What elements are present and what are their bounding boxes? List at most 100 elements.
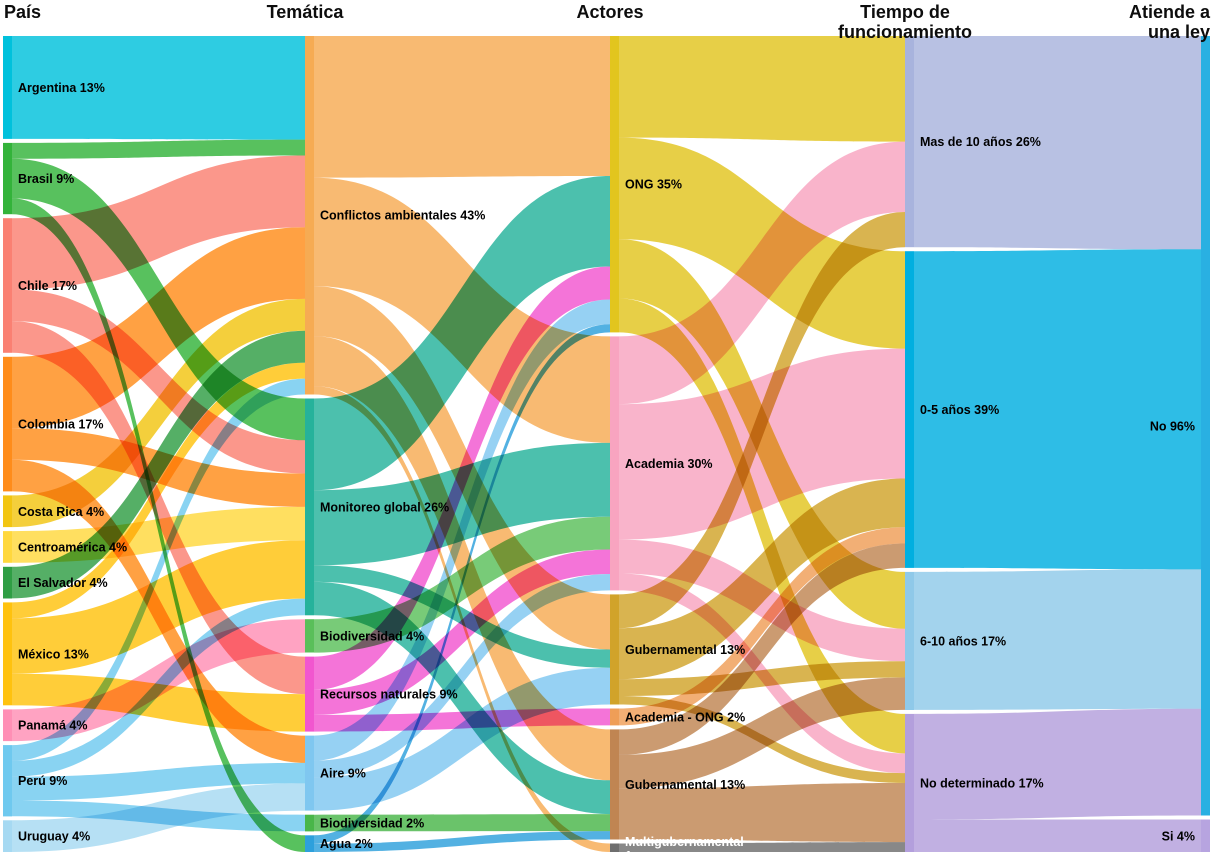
sankey-ribbon [314, 324, 610, 844]
sankey-node-label: Argentina 13% [18, 81, 105, 95]
sankey-ribbon [314, 442, 610, 566]
sankey-ribbon [12, 36, 305, 140]
sankey-node [610, 729, 619, 840]
sankey-ribbon [314, 667, 610, 811]
sankey-ribbon [619, 527, 905, 726]
sankey-ribbon [12, 783, 305, 852]
sankey-ribbon [314, 36, 610, 178]
sankey-node-label: No 96% [1150, 419, 1195, 433]
sankey-node-label: Uruguay 4% [18, 830, 90, 844]
sankey-node-label: Multigubernamental 1 [625, 835, 744, 857]
sankey-node [1201, 819, 1210, 852]
column-header-actores: Actores [576, 2, 644, 22]
column-header-atiende-ley: Atiende a una ley [1128, 2, 1210, 42]
sankey-node-label: Panamá 4% [18, 719, 87, 733]
sankey-ribbon [914, 249, 1201, 570]
column-header-tematica: Temática [266, 2, 344, 22]
sankey-node-label: Biodiversidad 4% [320, 629, 424, 643]
sankey-node-label: México 13% [18, 647, 89, 661]
sankey-ribbon [619, 677, 905, 789]
column-header-tiempo: Tiempo de funcionamiento [838, 2, 972, 42]
sankey-node-label: Brasil 9% [18, 172, 74, 186]
sankey-ribbon [619, 141, 905, 405]
sankey-node [3, 745, 12, 817]
sankey-ribbon [12, 540, 305, 674]
sankey-node [3, 709, 12, 742]
sankey-node-label: Monitoreo global 26% [320, 500, 449, 514]
sankey-ribbon [12, 330, 305, 599]
sankey-ribbon [12, 227, 305, 429]
sankey-node-label: Chile 17% [18, 279, 77, 293]
sankey-node [610, 708, 619, 726]
sankey-node [3, 356, 12, 492]
sankey-node-label: 6-10 años 17% [920, 634, 1006, 648]
sankey-ribbon [619, 543, 905, 755]
sankey-node [610, 36, 619, 333]
sankey-ribbon [619, 783, 905, 843]
sankey-ribbon [619, 298, 905, 754]
sankey-ribbon [619, 842, 905, 852]
sankey-node [905, 713, 914, 852]
sankey-node-label: Perú 9% [18, 774, 67, 788]
sankey-ribbon [619, 348, 905, 540]
sankey-node-label: Mas de 10 años 26% [920, 135, 1041, 149]
sankey-ribbon [12, 139, 305, 159]
sankey-node [305, 835, 314, 852]
sankey-node-label: Academia 30% [625, 457, 713, 471]
sankey-ribbon [619, 36, 905, 142]
sankey-node [305, 814, 314, 832]
sankey-node [3, 36, 12, 139]
sankey-ribbon [619, 661, 905, 696]
sankey-ribbon [12, 378, 305, 761]
sankey-node-label: Costa Rica 4% [18, 505, 104, 519]
sankey-node [305, 398, 314, 616]
sankey-node-label: 0-5 años 39% [920, 403, 999, 417]
sankey-node [3, 820, 12, 852]
sankey-ribbon [314, 336, 610, 781]
sankey-ribbon [314, 581, 610, 815]
sankey-node [3, 531, 12, 563]
sankey-node [3, 566, 12, 599]
sankey-ribbon [314, 549, 610, 715]
sankey-node-label: El Salvador 4% [18, 576, 108, 590]
sankey-node [3, 142, 12, 215]
sankey-ribbon [314, 176, 610, 491]
sankey-ribbon [12, 673, 305, 732]
sankey-ribbon [914, 569, 1201, 710]
sankey-node [305, 656, 314, 732]
sankey-node [3, 495, 12, 528]
sankey-ribbon [914, 36, 1201, 250]
sankey-node-label: Colombia 17% [18, 418, 103, 432]
sankey-ribbon [12, 321, 305, 695]
sankey-node-label: Academia - ONG 2% [625, 711, 745, 725]
sankey-ribbon [12, 598, 305, 777]
sankey-node [305, 619, 314, 653]
sankey-node-label: Recursos naturales 9% [320, 688, 458, 702]
sankey-node-label: Si 4% [1162, 829, 1195, 843]
sankey-node [1201, 36, 1210, 816]
sankey-ribbon [314, 574, 610, 778]
sankey-ribbon [12, 362, 305, 619]
sankey-ribbon [314, 814, 610, 832]
sankey-node-label: Centroamérica 4% [18, 540, 127, 554]
sankey-ribbon [619, 212, 905, 629]
sankey-node [610, 336, 619, 591]
sankey-node [905, 571, 914, 710]
sankey-node-label: Conflictos ambientales 43% [320, 209, 485, 223]
sankey-node-label: Biodiversidad 2% [320, 817, 424, 831]
sankey-ribbon [314, 299, 610, 761]
sankey-node [905, 36, 914, 248]
sankey-ribbon [619, 478, 905, 680]
sankey-node-label: Gubernamental 13% [625, 778, 745, 792]
column-header-pais: País [4, 2, 42, 22]
sankey-node [305, 735, 314, 811]
sankey-node [905, 251, 914, 568]
sankey-node [610, 843, 619, 852]
sankey-node-label: ONG 35% [625, 178, 682, 192]
sankey-ribbon [314, 831, 610, 852]
sankey-ribbon [314, 565, 610, 668]
sankey-node-label: No determinado 17% [920, 777, 1044, 791]
sankey-node [3, 218, 12, 353]
sankey-ribbon [12, 155, 305, 290]
